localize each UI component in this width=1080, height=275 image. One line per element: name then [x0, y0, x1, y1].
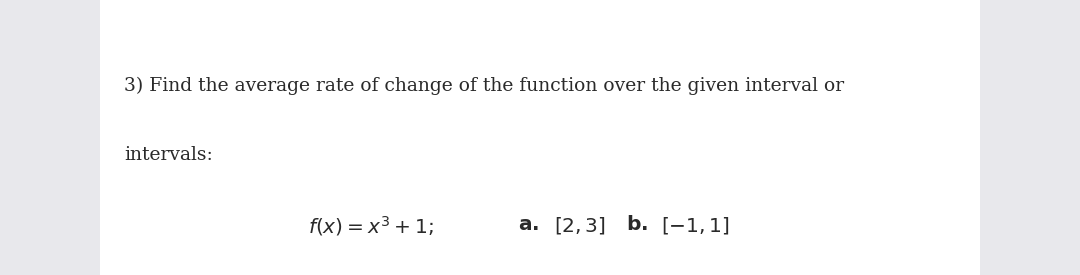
Text: intervals:: intervals: — [124, 146, 213, 164]
Text: $f(x) = x^3 + 1;$: $f(x) = x^3 + 1;$ — [308, 214, 433, 238]
Text: $[-1, 1]$: $[-1, 1]$ — [661, 214, 730, 235]
Text: $[2, 3]$: $[2, 3]$ — [554, 214, 606, 235]
Text: $\mathbf{a.}$: $\mathbf{a.}$ — [518, 214, 540, 233]
Text: $\mathbf{b.}$: $\mathbf{b.}$ — [626, 214, 648, 233]
FancyBboxPatch shape — [100, 0, 980, 275]
Text: 3) Find the average rate of change of the function over the given interval or: 3) Find the average rate of change of th… — [124, 77, 845, 95]
